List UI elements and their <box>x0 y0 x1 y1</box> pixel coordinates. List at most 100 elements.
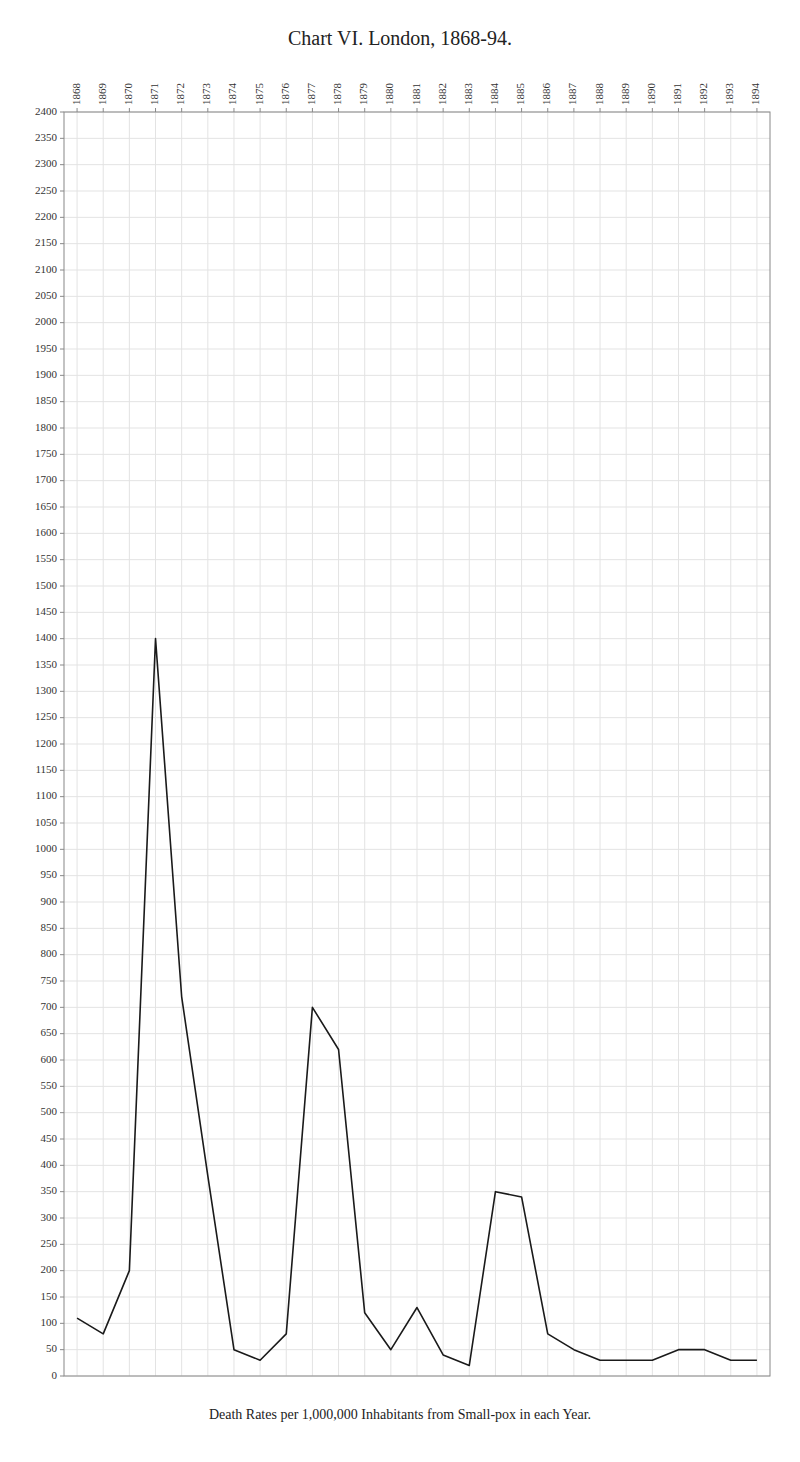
y-tick <box>60 1086 64 1087</box>
y-tick <box>60 507 64 508</box>
grid-line-x <box>155 112 156 1376</box>
y-tick <box>60 349 64 350</box>
x-tick <box>207 108 208 112</box>
y-tick-label: 400 <box>41 1158 58 1170</box>
y-tick-label: 1150 <box>35 763 57 775</box>
plot-frame <box>64 112 770 1376</box>
y-tick-label: 700 <box>41 1000 58 1012</box>
y-tick <box>60 375 64 376</box>
y-tick <box>60 875 64 876</box>
grid <box>64 112 770 1376</box>
y-tick <box>60 770 64 771</box>
x-tick <box>704 108 705 112</box>
y-tick <box>60 1060 64 1061</box>
x-tick-label: 1884 <box>488 83 500 106</box>
y-tick <box>60 1297 64 1298</box>
y-tick <box>60 1165 64 1166</box>
y-tick-label: 2100 <box>35 263 58 275</box>
y-tick-label: 1100 <box>35 789 57 801</box>
y-tick <box>60 1033 64 1034</box>
x-tick-label: 1882 <box>436 83 448 105</box>
x-tick <box>443 108 444 112</box>
y-tick-label: 1350 <box>35 658 58 670</box>
subtitle: Death Rates per 1,000,000 Inhabitants fr… <box>209 1407 591 1422</box>
y-tick-label: 200 <box>41 1263 58 1275</box>
grid-line-x <box>730 112 731 1376</box>
x-tick <box>260 108 261 112</box>
y-tick <box>60 1007 64 1008</box>
x-tick <box>155 108 156 112</box>
y-tick <box>60 902 64 903</box>
grid-line-x <box>233 112 234 1376</box>
x-axis: 1868186918701871187218731874187518761877… <box>70 83 762 113</box>
grid-line-x <box>364 112 365 1376</box>
y-tick <box>60 638 64 639</box>
x-tick <box>417 108 418 112</box>
grid-line-x <box>443 112 444 1376</box>
x-tick-label: 1893 <box>723 83 735 106</box>
y-tick <box>60 691 64 692</box>
grid-line-x <box>260 112 261 1376</box>
x-tick-label: 1868 <box>70 83 82 106</box>
y-tick-label: 350 <box>41 1184 58 1196</box>
y-tick-label: 1700 <box>35 473 58 485</box>
x-tick-label: 1890 <box>645 83 657 106</box>
x-tick <box>77 108 78 112</box>
x-tick <box>233 108 234 112</box>
y-tick-label: 1000 <box>35 842 58 854</box>
grid-line-x <box>600 112 601 1376</box>
series <box>77 639 757 1366</box>
y-tick <box>60 1323 64 1324</box>
chart: Chart VI. London, 1868-94.18681869187018… <box>0 0 800 1462</box>
grid-line-x <box>103 112 104 1376</box>
y-tick-label: 1950 <box>35 342 58 354</box>
y-tick-label: 1500 <box>35 579 58 591</box>
x-tick <box>600 108 601 112</box>
x-tick <box>338 108 339 112</box>
x-tick <box>678 108 679 112</box>
y-tick-label: 800 <box>41 947 58 959</box>
data-line <box>77 639 757 1366</box>
y-tick-label: 650 <box>41 1026 58 1038</box>
y-tick <box>60 1376 64 1377</box>
y-tick <box>60 981 64 982</box>
y-tick-label: 0 <box>52 1369 58 1381</box>
x-tick <box>626 108 627 112</box>
y-tick <box>60 296 64 297</box>
x-tick-label: 1891 <box>671 83 683 105</box>
x-tick <box>547 108 548 112</box>
grid-line-x <box>756 112 757 1376</box>
y-tick-label: 1450 <box>35 605 58 617</box>
x-tick-label: 1872 <box>174 83 186 105</box>
y-tick-label: 100 <box>41 1316 58 1328</box>
y-tick-label: 450 <box>41 1132 58 1144</box>
grid-line-x <box>469 112 470 1376</box>
grid-line-x <box>312 112 313 1376</box>
x-tick-label: 1875 <box>253 83 265 106</box>
y-tick-label: 500 <box>41 1105 58 1117</box>
y-tick <box>60 954 64 955</box>
x-tick-label: 1877 <box>305 83 317 106</box>
x-tick <box>103 108 104 112</box>
y-tick-label: 1750 <box>35 447 58 459</box>
grid-line-x <box>338 112 339 1376</box>
y-tick <box>60 1112 64 1113</box>
y-tick-label: 300 <box>41 1211 58 1223</box>
y-tick <box>60 401 64 402</box>
y-tick <box>60 823 64 824</box>
grid-line-x <box>390 112 391 1376</box>
x-tick-label: 1881 <box>410 83 422 105</box>
y-tick-label: 550 <box>41 1079 58 1091</box>
y-tick-label: 1050 <box>35 816 58 828</box>
y-tick-label: 850 <box>41 921 58 933</box>
y-tick <box>60 665 64 666</box>
y-tick-label: 2150 <box>35 236 58 248</box>
y-tick <box>60 533 64 534</box>
x-tick <box>286 108 287 112</box>
grid-line-x <box>652 112 653 1376</box>
x-tick <box>521 108 522 112</box>
grid-line-x <box>77 112 78 1376</box>
x-tick <box>181 108 182 112</box>
y-tick <box>60 717 64 718</box>
y-tick-label: 2000 <box>35 315 58 327</box>
